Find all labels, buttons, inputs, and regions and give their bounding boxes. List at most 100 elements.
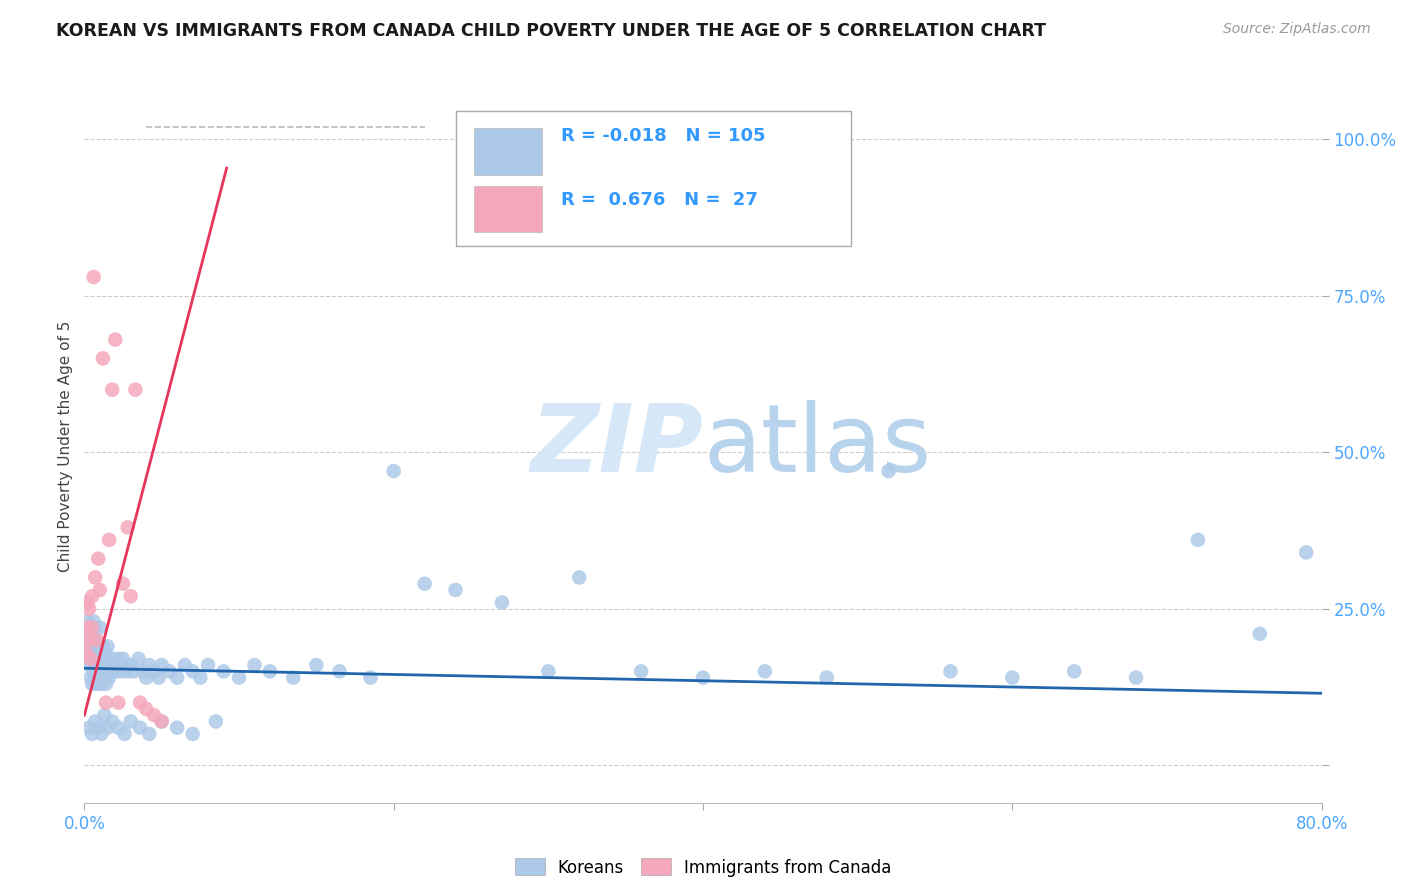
Point xyxy=(84,646,107,660)
Point xyxy=(181,727,204,741)
Point xyxy=(87,640,110,654)
Point xyxy=(1295,545,1317,559)
Point xyxy=(166,671,188,685)
Point xyxy=(76,595,98,609)
Point xyxy=(86,633,108,648)
Point xyxy=(83,640,105,654)
Point xyxy=(96,665,118,679)
Point xyxy=(94,652,117,666)
Point xyxy=(98,533,121,547)
Point xyxy=(259,665,281,679)
FancyBboxPatch shape xyxy=(474,128,543,175)
Point xyxy=(127,652,149,666)
Point xyxy=(107,696,129,710)
Point xyxy=(143,708,166,723)
Point xyxy=(150,714,173,729)
Point xyxy=(82,727,104,741)
Point xyxy=(83,665,105,679)
Point xyxy=(1249,627,1271,641)
Point xyxy=(76,614,98,628)
Text: R =  0.676   N =  27: R = 0.676 N = 27 xyxy=(561,191,758,209)
Text: KOREAN VS IMMIGRANTS FROM CANADA CHILD POVERTY UNDER THE AGE OF 5 CORRELATION CH: KOREAN VS IMMIGRANTS FROM CANADA CHILD P… xyxy=(56,22,1046,40)
Point xyxy=(100,658,122,673)
Point xyxy=(114,658,136,673)
Point xyxy=(104,658,127,673)
Text: ZIP: ZIP xyxy=(530,400,703,492)
Point xyxy=(568,570,591,584)
Point xyxy=(166,721,188,735)
Point xyxy=(93,671,115,685)
Point xyxy=(120,589,142,603)
Point xyxy=(105,665,128,679)
Point xyxy=(135,671,157,685)
Point xyxy=(87,721,110,735)
Point xyxy=(159,665,180,679)
Point xyxy=(82,677,104,691)
Point xyxy=(228,671,250,685)
Point xyxy=(86,633,108,648)
Point xyxy=(939,665,962,679)
Point xyxy=(93,646,115,660)
Point xyxy=(82,621,104,635)
Point xyxy=(124,383,146,397)
Point xyxy=(815,671,838,685)
Point xyxy=(90,652,112,666)
Point xyxy=(188,671,211,685)
Point xyxy=(138,727,160,741)
Point xyxy=(82,627,104,641)
Point xyxy=(537,665,560,679)
Point xyxy=(148,671,170,685)
Point xyxy=(76,621,98,635)
Point xyxy=(89,621,111,635)
Point xyxy=(120,658,142,673)
Point xyxy=(754,665,776,679)
Point xyxy=(281,671,305,685)
Point xyxy=(83,614,105,628)
Point xyxy=(112,576,135,591)
Point xyxy=(150,658,173,673)
Point xyxy=(101,714,124,729)
Point xyxy=(96,721,118,735)
Point xyxy=(122,665,145,679)
Point xyxy=(89,646,111,660)
Point xyxy=(138,658,160,673)
Point xyxy=(110,665,132,679)
Point xyxy=(107,721,129,735)
Point xyxy=(360,671,382,685)
Point xyxy=(84,671,107,685)
Point xyxy=(132,665,155,679)
Point xyxy=(129,721,152,735)
Point xyxy=(89,671,111,685)
Point xyxy=(114,727,136,741)
Point xyxy=(243,658,266,673)
Point xyxy=(104,333,127,347)
Y-axis label: Child Poverty Under the Age of 5: Child Poverty Under the Age of 5 xyxy=(58,320,73,572)
Point xyxy=(91,640,114,654)
Point xyxy=(630,665,652,679)
Point xyxy=(93,708,115,723)
Point xyxy=(87,665,110,679)
Point xyxy=(135,702,157,716)
Point xyxy=(174,658,197,673)
Point xyxy=(382,464,405,478)
Point xyxy=(94,696,117,710)
Point xyxy=(76,633,98,648)
Point xyxy=(413,576,436,591)
Point xyxy=(86,677,108,691)
Point xyxy=(328,665,352,679)
Point xyxy=(305,658,328,673)
Point xyxy=(117,520,139,534)
Point xyxy=(75,646,97,660)
Point xyxy=(150,714,173,729)
Point xyxy=(79,621,101,635)
Point xyxy=(77,658,100,673)
Point xyxy=(82,589,104,603)
Point xyxy=(89,582,111,597)
Point xyxy=(83,270,105,285)
Point xyxy=(94,677,117,691)
Point xyxy=(77,601,100,615)
Point xyxy=(103,652,125,666)
Point xyxy=(82,652,104,666)
FancyBboxPatch shape xyxy=(474,186,543,232)
Point xyxy=(692,671,714,685)
